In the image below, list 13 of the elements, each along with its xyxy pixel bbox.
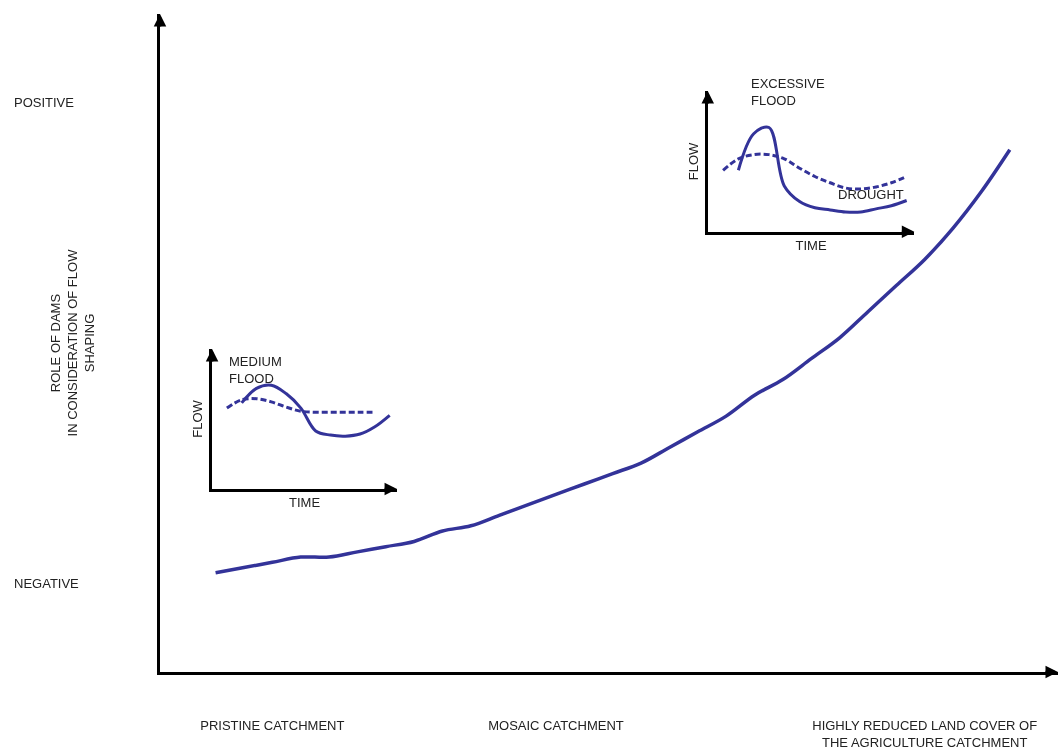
y-axis-title: ROLE OF DAMS IN CONSIDERATION OF FLOW SHAPING [48, 248, 98, 437]
text: EXCESSIVE FLOOD [751, 76, 826, 108]
x-tick-label: PRISTINE CATCHMENT [200, 718, 345, 734]
annotation: DROUGHT [838, 187, 904, 202]
text: POSITIVE [14, 95, 75, 110]
x-tick-label: HIGHLY REDUCED LAND COVER OF THE AGRICULTURE CATCHMENT [812, 718, 1038, 751]
x-axis-title: TIME [795, 238, 827, 254]
y-axis-title: FLOW [685, 141, 701, 181]
text: NEGATIVE [14, 576, 80, 591]
x-tick-label: MOSAIC CATCHMENT [488, 718, 624, 734]
y-axis-title: FLOW [190, 399, 206, 438]
x-axis-title: TIME [289, 495, 321, 511]
annotation: MEDIUM FLOOD [229, 354, 282, 386]
